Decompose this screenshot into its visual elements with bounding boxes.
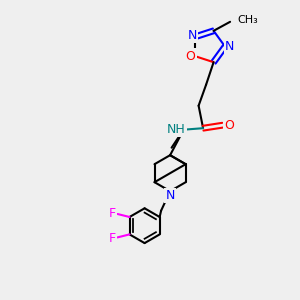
Text: N: N [188,29,197,42]
Text: NH: NH [167,123,185,136]
Text: F: F [109,232,116,245]
Text: O: O [186,50,196,63]
Text: F: F [109,207,116,220]
Text: CH₃: CH₃ [238,15,258,25]
Text: N: N [225,40,234,53]
Text: N: N [165,189,175,202]
Text: O: O [224,119,234,132]
